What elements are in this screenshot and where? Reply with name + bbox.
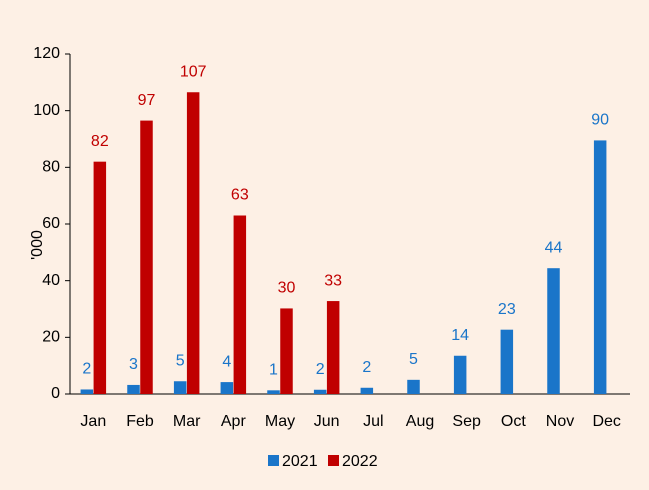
- bar: [326, 301, 340, 394]
- y-tick-label: 100: [33, 102, 60, 119]
- data-label: 82: [91, 133, 109, 150]
- data-label: 2: [362, 359, 371, 376]
- y-axis-label: '000: [29, 230, 46, 260]
- data-label: 1: [269, 362, 278, 379]
- bar: [313, 389, 327, 394]
- y-tick-label: 40: [42, 272, 60, 289]
- x-tick-label: Mar: [173, 413, 201, 430]
- x-tick-label: Sep: [452, 413, 481, 430]
- legend-label: 2022: [342, 453, 378, 470]
- x-tick-label: Dec: [592, 413, 620, 430]
- bar: [407, 379, 420, 394]
- bar: [186, 92, 200, 394]
- bar: [547, 268, 560, 394]
- data-label: 30: [278, 280, 296, 297]
- bar: [173, 381, 187, 394]
- bar: [500, 329, 514, 394]
- bar: [127, 384, 140, 394]
- bar: [233, 215, 247, 394]
- x-tick-label: Jun: [314, 413, 340, 430]
- legend-label: 2021: [282, 453, 318, 470]
- data-label: 44: [545, 239, 563, 256]
- data-label: 5: [409, 351, 418, 368]
- y-tick-label: 60: [42, 215, 60, 232]
- legend-swatch: [268, 455, 279, 466]
- y-tick-label: 120: [33, 45, 60, 62]
- x-tick-label: Nov: [546, 413, 574, 430]
- data-label: 2: [82, 361, 91, 378]
- data-label: 4: [222, 353, 231, 370]
- bar: [140, 120, 153, 394]
- data-label: 2: [316, 361, 325, 378]
- data-label: 33: [324, 272, 342, 289]
- data-label: 5: [176, 352, 185, 369]
- data-label: 63: [231, 187, 249, 204]
- legend-swatch: [328, 455, 339, 466]
- x-tick-label: May: [265, 413, 295, 430]
- data-label: 23: [498, 301, 516, 318]
- y-tick-label: 0: [51, 385, 60, 402]
- x-tick-label: Jan: [80, 413, 106, 430]
- bar: [93, 161, 107, 394]
- bar: [267, 390, 280, 394]
- data-label: 107: [180, 63, 207, 80]
- x-tick-label: Aug: [406, 413, 434, 430]
- bar: [280, 308, 293, 394]
- data-label: 14: [451, 327, 469, 344]
- data-label: 3: [129, 356, 138, 373]
- y-tick-label: 80: [42, 159, 60, 176]
- data-label: 97: [138, 92, 156, 109]
- data-label: 90: [591, 112, 609, 129]
- bar: [593, 140, 607, 394]
- x-tick-label: Jul: [363, 413, 383, 430]
- x-tick-label: Oct: [501, 413, 526, 430]
- bar: [360, 387, 374, 394]
- bar: [80, 389, 94, 394]
- bar: [453, 355, 467, 394]
- y-tick-label: 20: [42, 329, 60, 346]
- bar: [220, 382, 234, 394]
- x-tick-label: Feb: [126, 413, 154, 430]
- x-tick-label: Apr: [221, 413, 247, 430]
